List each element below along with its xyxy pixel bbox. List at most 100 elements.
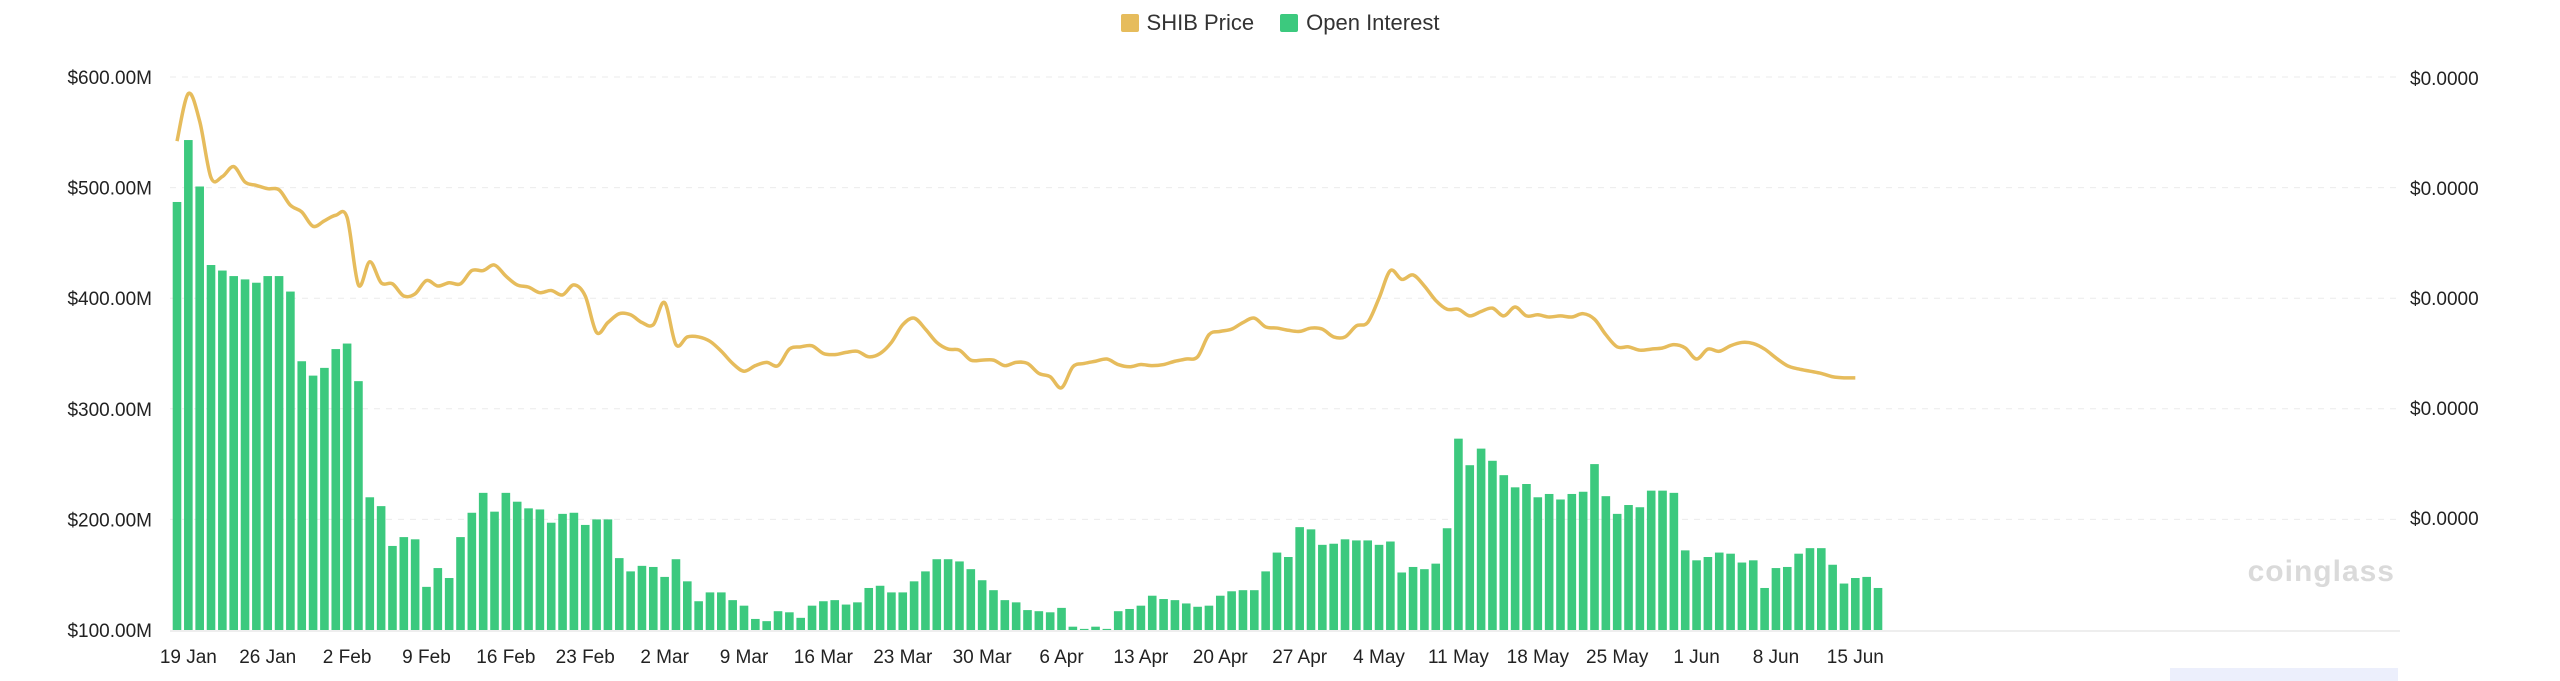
x-tick-label: 2 Feb [323,647,372,668]
open-interest-bar [1851,578,1860,630]
open-interest-bar [1420,569,1429,630]
open-interest-bar [206,265,216,630]
open-interest-bar [614,558,624,630]
legend-label-price: SHIB Price [1146,10,1255,35]
open-interest-bar [1181,603,1191,630]
open-interest-bar [728,600,737,630]
x-tick-label: 4 May [1353,647,1405,668]
open-interest-bar [909,581,919,630]
open-interest-bar [1295,527,1304,630]
open-interest-bar [637,565,647,630]
legend-item-open-interest[interactable]: Open Interest [1280,10,1439,36]
open-interest-bar [1113,611,1123,630]
open-interest-bar [1771,568,1781,630]
open-interest-bar [819,601,828,630]
open-interest-bar [1567,493,1577,630]
open-interest-bar [717,592,726,630]
y-left-tick-label: $300.00M [67,400,152,421]
open-interest-bar [683,581,692,630]
x-tick-label: 8 Jun [1753,647,1799,668]
open-interest-bar [546,522,556,630]
open-interest-bar [1045,612,1055,630]
open-interest-bar [1544,493,1554,630]
open-interest-bar [1442,528,1452,630]
x-tick-label: 1 Jun [1673,647,1719,668]
y-right-tick-label: $0.0000 [2410,289,2479,310]
open-interest-bar [592,519,601,630]
open-interest-bar [535,509,545,630]
y-right-tick-label: $0.0000 [2410,509,2479,530]
x-tick-label: 26 Jan [239,647,296,668]
open-interest-bar [796,617,805,630]
open-interest-bar [1454,438,1463,630]
open-interest-bar [989,590,998,630]
open-interest-bar [1215,595,1225,630]
open-interest-bar [1839,583,1849,630]
x-tick-label: 23 Feb [556,647,615,668]
open-interest-bar [1011,602,1021,630]
open-interest-bar [524,508,533,630]
open-interest-bar [1125,608,1134,630]
open-interest-bar [1760,587,1769,630]
open-interest-bar [456,537,465,630]
x-tick-label: 19 Jan [160,647,217,668]
x-tick-label: 30 Mar [953,647,1013,668]
open-interest-bar [252,282,261,630]
legend-swatch-price [1120,14,1139,32]
open-interest-bar [308,375,318,630]
open-interest-bar [1408,566,1418,630]
open-interest-bar [240,279,250,630]
open-interest-bar [218,270,227,630]
x-tick-label: 9 Feb [402,647,451,668]
open-interest-bar [331,349,341,630]
open-interest-bar [376,506,386,630]
open-interest-bar [1476,448,1486,630]
open-interest-bar [342,343,352,630]
open-interest-bar [1737,562,1747,630]
open-interest-bar [184,140,193,631]
open-interest-bar [1669,492,1679,630]
x-tick-label: 20 Apr [1193,647,1249,668]
open-interest-bar [1499,475,1509,630]
open-interest-bar [807,605,817,630]
open-interest-bar [1748,560,1758,630]
open-interest-bar [1714,552,1724,630]
open-interest-bar [841,604,851,630]
open-interest-bar [1261,571,1270,630]
open-interest-bar [1102,628,1112,630]
open-interest-bar [943,559,953,630]
legend-item-price[interactable]: SHIB Price [1120,10,1255,36]
open-interest-bar [626,571,635,630]
open-interest-bar [1057,607,1066,630]
open-interest-bar [1590,464,1599,630]
open-interest-bar [1828,564,1837,630]
open-interest-bar [286,291,295,630]
range-selector-highlight[interactable] [2170,668,2398,681]
x-tick-label: 13 Apr [1113,647,1169,668]
x-tick-label: 6 Apr [1039,647,1084,668]
open-interest-bar [966,569,976,630]
open-interest-bar [864,587,874,630]
open-interest-bar [1578,491,1588,630]
open-interest-bar [1612,513,1622,630]
open-interest-bar [830,600,840,630]
open-interest-bar [1510,487,1520,630]
open-interest-bar [1680,550,1690,630]
open-interest-bar [1352,540,1361,630]
open-interest-bar [172,201,182,630]
open-interest-bar [1533,497,1543,630]
open-interest-bar [410,539,420,630]
open-interest-bar [1227,591,1236,630]
open-interest-bar [1329,543,1338,630]
open-interest-bar [1147,595,1157,630]
open-interest-bar [1000,600,1010,630]
open-interest-bar [422,586,431,630]
open-interest-bar [1817,548,1826,630]
open-interest-bar [898,592,908,630]
open-interest-bar [1522,484,1531,630]
open-interest-bar [558,513,567,630]
x-tick-label: 27 Apr [1272,647,1328,668]
open-interest-bar [388,545,397,630]
shib-price-line [175,91,1856,390]
